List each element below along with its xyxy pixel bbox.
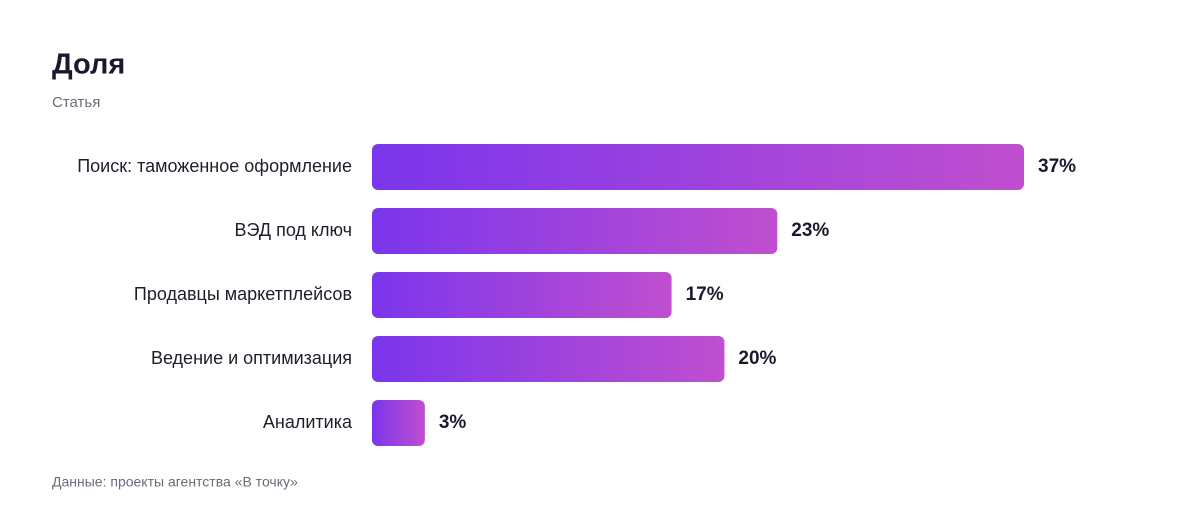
value-label: 37%: [1038, 156, 1076, 177]
bar: [372, 400, 425, 446]
value-label: 20%: [738, 348, 776, 369]
source-note: Данные: проекты агентства «В точку»: [52, 474, 298, 490]
bar: [372, 336, 725, 382]
value-label: 17%: [686, 284, 724, 305]
bar: [372, 144, 1024, 190]
value-label: 23%: [791, 220, 829, 241]
chart-title: Доля: [52, 49, 125, 81]
category-label: Поиск: таможенное оформление: [77, 156, 352, 176]
value-label: 3%: [439, 412, 467, 433]
category-label: ВЭД под ключ: [235, 220, 352, 240]
category-label: Ведение и оптимизация: [151, 348, 352, 368]
chart-subtitle: Статья: [52, 94, 100, 111]
bar: [372, 272, 672, 318]
bar: [372, 208, 778, 254]
category-label: Аналитика: [263, 412, 353, 432]
category-label: Продавцы маркетплейсов: [134, 284, 352, 304]
